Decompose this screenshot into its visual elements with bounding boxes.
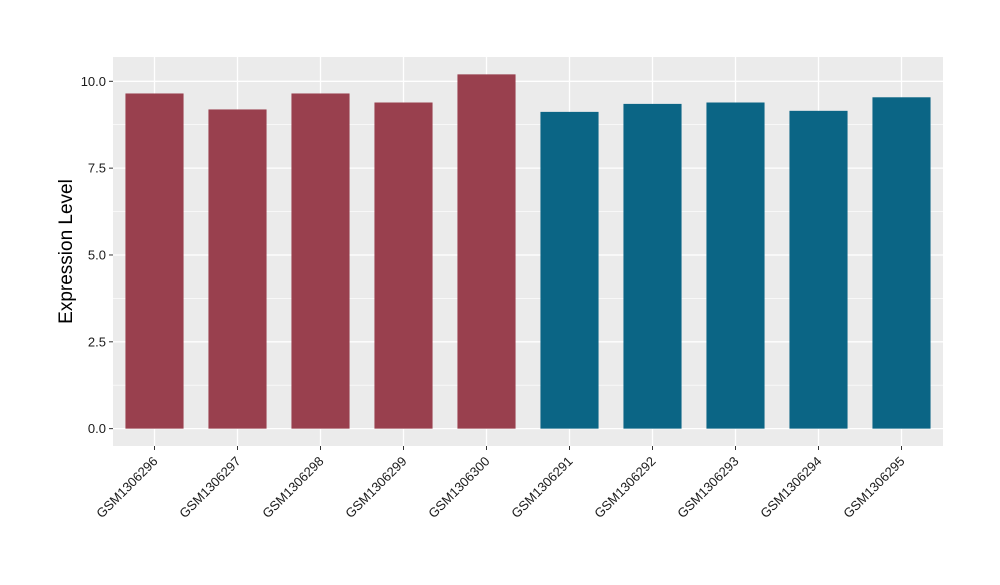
bar-GSM1306295 <box>872 97 931 429</box>
x-tick-label: GSM1306293 <box>674 454 741 521</box>
x-tick-label: GSM1306294 <box>757 454 824 521</box>
bar-GSM1306298 <box>291 93 350 429</box>
y-axis: 0.0 2.5 5.0 7.5 10.0 <box>81 74 113 436</box>
bar-GSM1306293 <box>706 102 765 429</box>
bar-GSM1306297 <box>208 109 267 429</box>
bar-GSM1306294 <box>789 110 848 429</box>
y-tick-label: 5.0 <box>88 247 106 262</box>
x-tick-label: GSM1306300 <box>425 454 492 521</box>
bar-GSM1306291 <box>540 111 599 429</box>
x-tick-label: GSM1306295 <box>840 454 907 521</box>
x-tick-label: GSM1306298 <box>259 454 326 521</box>
y-tick-label: 10.0 <box>81 74 106 89</box>
x-axis: GSM1306296 GSM1306297 GSM1306298 GSM1306299… <box>93 446 908 521</box>
x-tick-label: GSM1306292 <box>591 454 658 521</box>
y-tick-label: 2.5 <box>88 334 106 349</box>
bar-GSM1306292 <box>623 103 682 429</box>
bars <box>125 74 931 429</box>
x-tick-label: GSM1306297 <box>176 454 243 521</box>
bar-GSM1306296 <box>125 93 184 429</box>
bar-GSM1306299 <box>374 102 433 429</box>
y-tick-label: 0.0 <box>88 421 106 436</box>
x-tick-label: GSM1306296 <box>93 454 160 521</box>
y-axis-title: Expression Level <box>56 179 77 324</box>
y-tick-label: 7.5 <box>88 161 106 176</box>
x-tick-label: GSM1306291 <box>508 454 575 521</box>
bar-GSM1306300 <box>457 74 516 429</box>
x-tick-label: GSM1306299 <box>342 454 409 521</box>
